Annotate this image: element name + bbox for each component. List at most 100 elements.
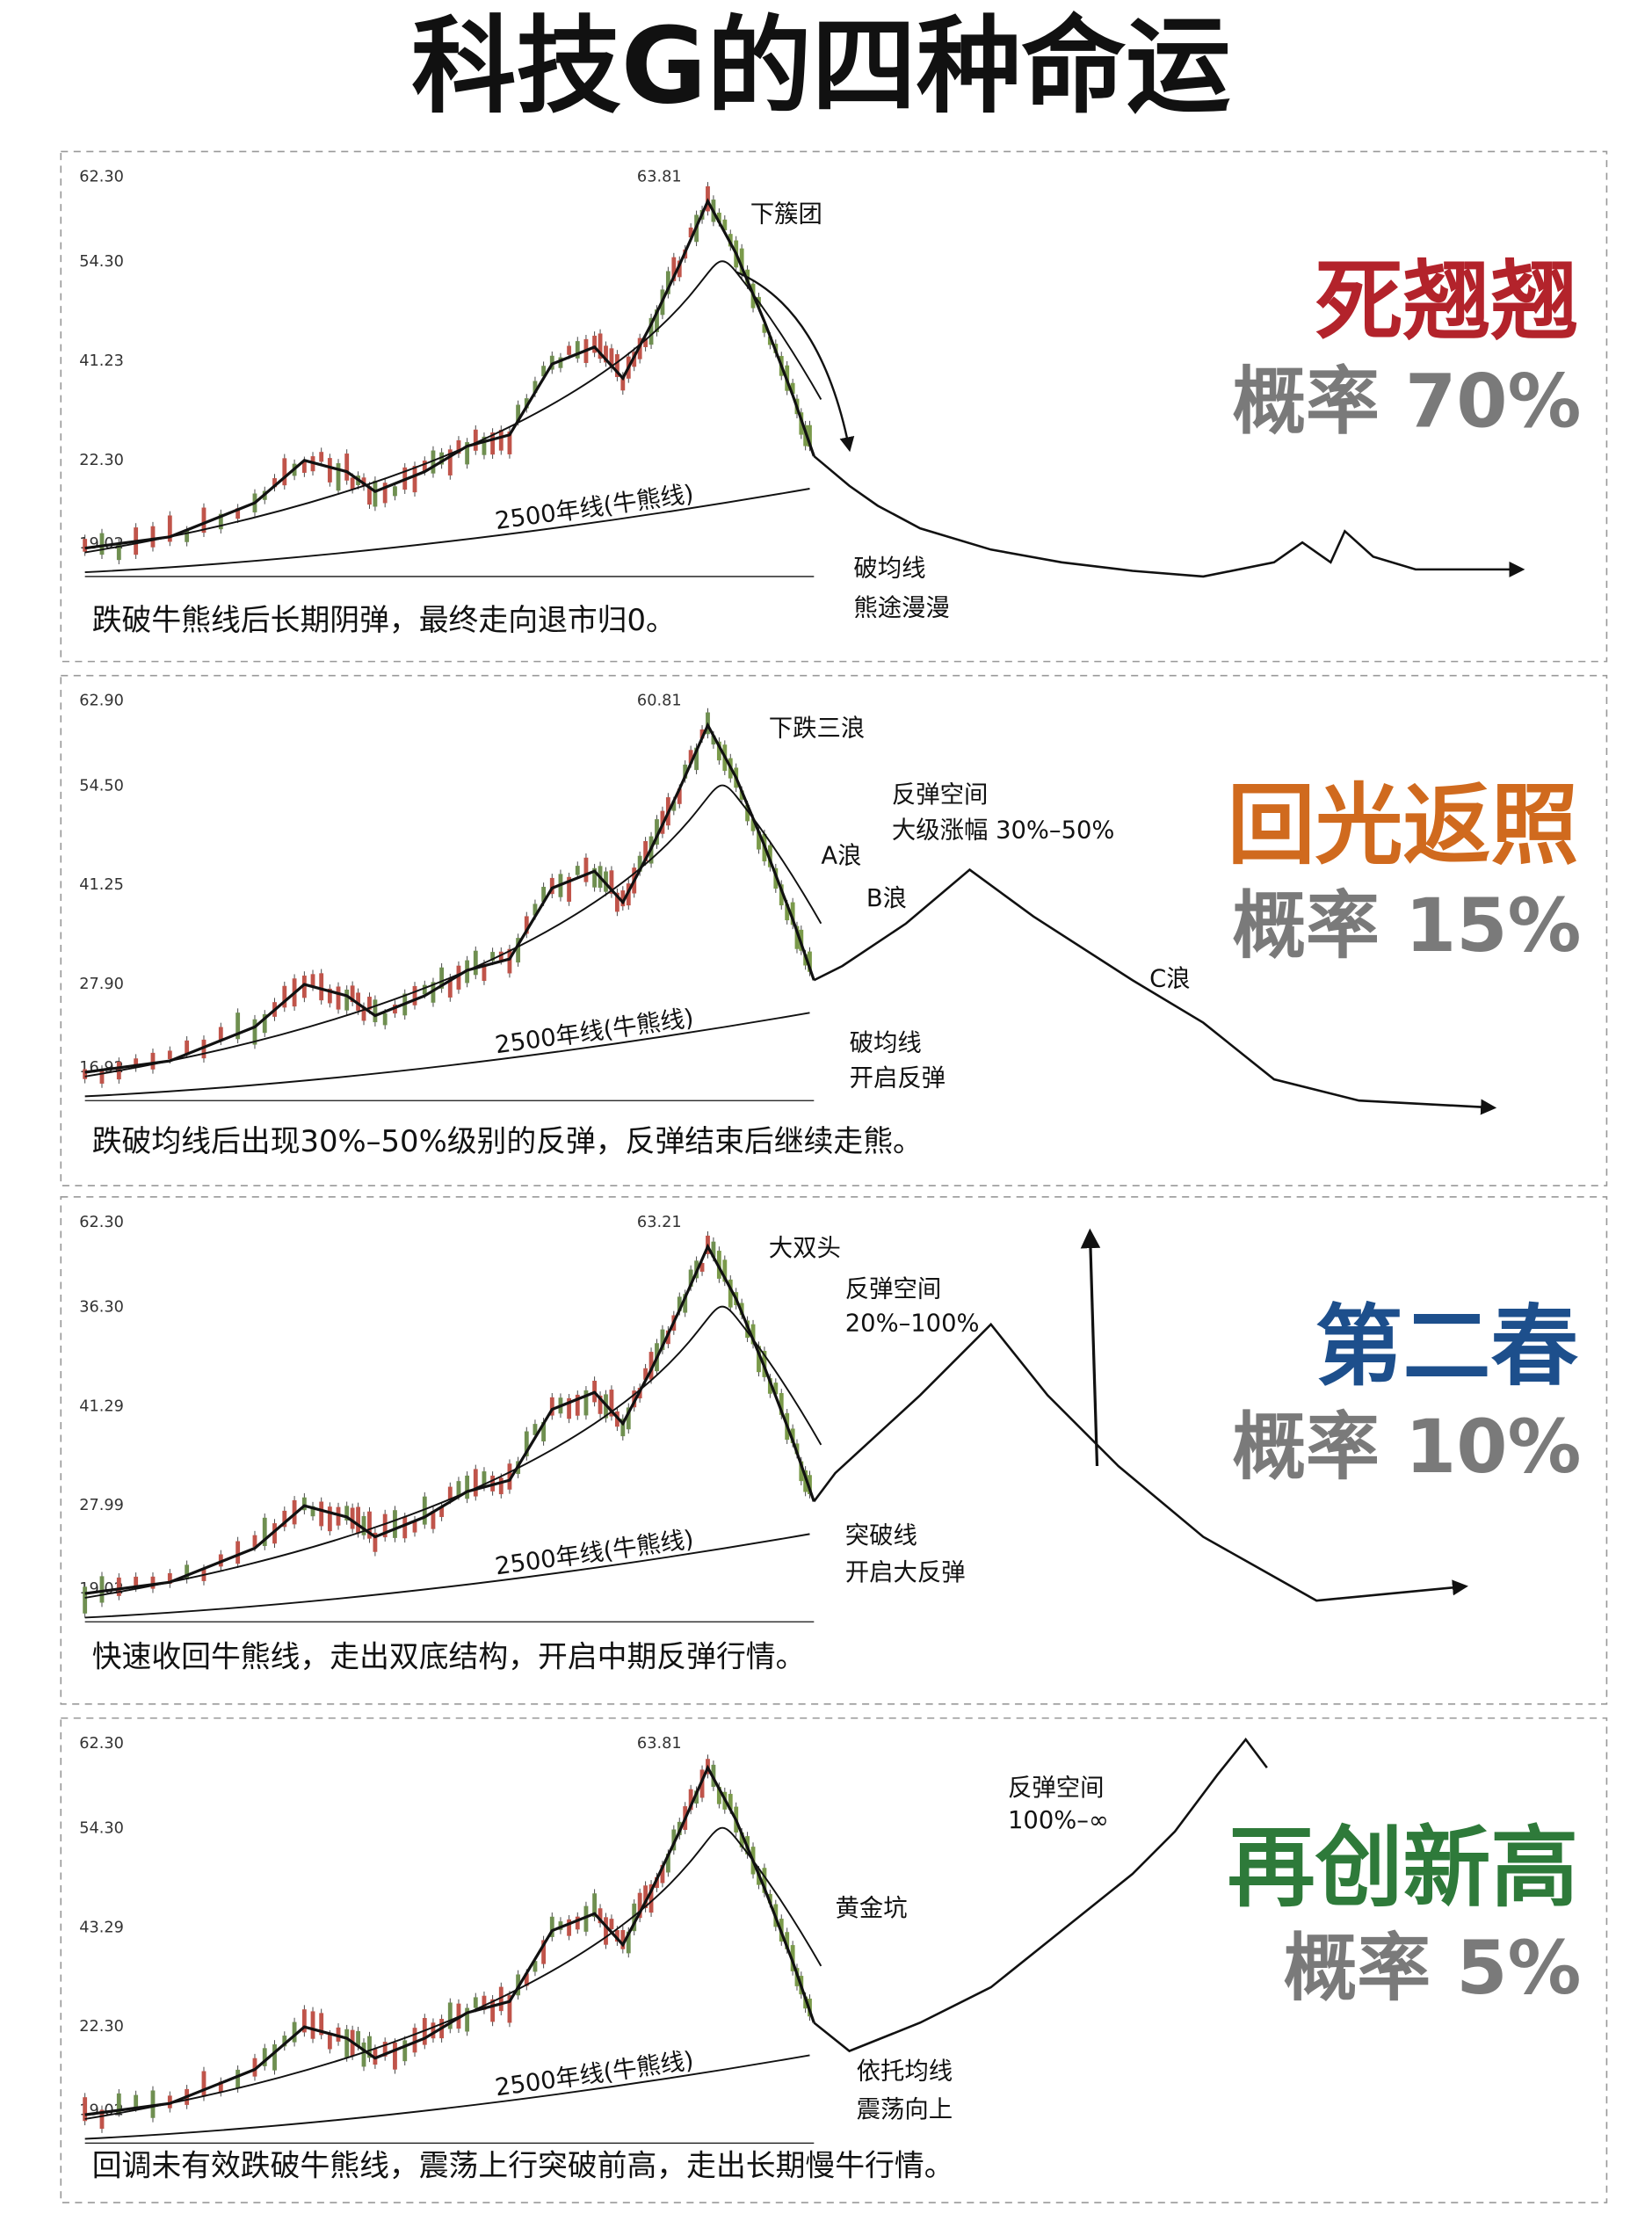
candle [319, 2013, 324, 2036]
candle [412, 2028, 417, 2053]
annotation: 100%–∞ [1008, 1807, 1109, 1834]
candle [643, 1885, 648, 1908]
candle [456, 1481, 461, 1496]
candle [344, 2029, 350, 2058]
annotation: 震荡向上 [857, 2096, 953, 2123]
candle [677, 1296, 682, 1311]
price-line [84, 722, 815, 1074]
candle [393, 2043, 397, 2070]
candle [688, 227, 693, 238]
candle [116, 542, 121, 561]
candle [773, 1383, 779, 1395]
candle [201, 1039, 206, 1059]
candle [218, 1027, 223, 1042]
candle [473, 950, 478, 976]
candle [567, 876, 572, 902]
candle [465, 442, 470, 465]
candle [643, 840, 648, 861]
candle [367, 997, 372, 1010]
bull-bear-line [84, 1012, 810, 1098]
candle [262, 1517, 267, 1547]
panel-border [60, 150, 1608, 663]
candle [655, 309, 659, 332]
candle [235, 2069, 241, 2089]
candle [558, 357, 563, 368]
candle [790, 902, 795, 925]
candle [367, 2036, 372, 2058]
candle [750, 818, 756, 831]
candle [671, 801, 677, 811]
annotation: 黄金坑 [835, 1895, 907, 1922]
y-label: 36.30 [79, 1299, 124, 1317]
candle [583, 1905, 589, 1932]
candle [150, 1052, 156, 1070]
moving-average [84, 784, 822, 1078]
candle [632, 1903, 637, 1932]
candle [412, 466, 417, 493]
candle [185, 1040, 190, 1054]
candle [767, 1377, 772, 1394]
description: 回调未有效跌破牛熊线，震荡上行突破前高，走出长期慢牛行情。 [92, 2148, 954, 2182]
candle [473, 429, 478, 451]
candle [99, 533, 105, 555]
candle [367, 486, 372, 505]
candle [336, 986, 341, 1010]
candle [592, 335, 598, 353]
candle [648, 1352, 654, 1380]
candle [350, 1507, 355, 1529]
annotation: 下簇团 [750, 200, 822, 228]
candle [671, 257, 677, 281]
candle [431, 2022, 436, 2039]
candle [185, 1564, 190, 1579]
candle [431, 982, 436, 1003]
candle [447, 449, 453, 475]
candle [402, 1516, 408, 1539]
candle [185, 530, 190, 542]
annotation: 破均线 [850, 1029, 922, 1056]
candle [516, 404, 521, 422]
y-label: 41.29 [79, 1397, 124, 1415]
annotation: 突破线 [845, 1522, 917, 1550]
candle [292, 1499, 297, 1525]
candle [482, 1995, 487, 2010]
candle [319, 1501, 324, 1527]
candle [790, 382, 795, 395]
candle [356, 992, 360, 1011]
candle [790, 1428, 795, 1443]
candle [83, 1069, 88, 1079]
candle [808, 1475, 812, 1495]
candle [648, 1883, 654, 1913]
peak-label: 60.81 [637, 693, 682, 710]
candle [716, 741, 721, 761]
candle [431, 1511, 436, 1529]
candle [310, 1506, 315, 1517]
peak-label: 63.21 [637, 1214, 682, 1231]
candle [402, 2040, 408, 2062]
candle [688, 1789, 693, 1811]
probability: 概率 10% [1232, 1404, 1581, 1490]
candle [609, 1919, 614, 1930]
scenario-panel: 62.3036.3041.2927.9919.0263.212500年线(牛熊线… [60, 1196, 1608, 1705]
candle [382, 2042, 388, 2057]
candle [319, 973, 324, 1001]
candle [655, 1876, 659, 1889]
candle [262, 1013, 267, 1034]
candle [643, 1368, 648, 1380]
candle [592, 1893, 598, 1918]
candle [632, 1390, 637, 1408]
candle [382, 1013, 388, 1026]
candle [665, 271, 670, 294]
candle [728, 1279, 733, 1308]
y-label: 62.30 [79, 1735, 124, 1753]
candle [507, 432, 512, 454]
scenario-panel: 62.9054.5041.2527.9016.9260.812500年线(牛熊线… [60, 674, 1608, 1187]
candle [473, 1997, 478, 2008]
candle [282, 458, 287, 486]
candle [711, 735, 716, 745]
candle [465, 1475, 470, 1499]
candle [533, 381, 538, 394]
candle [660, 1329, 665, 1350]
candle [750, 1324, 756, 1345]
candle [716, 212, 721, 222]
